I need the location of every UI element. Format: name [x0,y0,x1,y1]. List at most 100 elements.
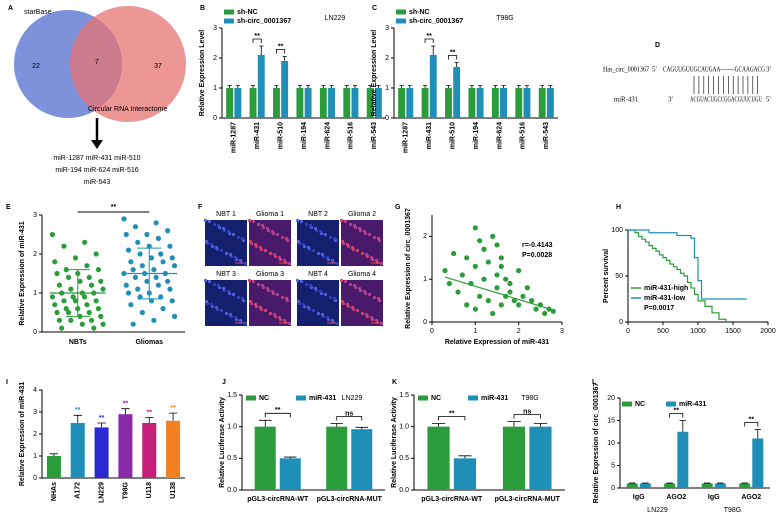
panel-letter: L [592,379,597,386]
legend-label: miR-431 [309,395,336,402]
data-point [61,298,67,304]
image-texture [221,286,226,291]
data-point [459,272,465,278]
image-texture [362,229,367,234]
data-point [498,302,504,308]
sequence-text: Has_circ_0001367 [603,66,649,74]
significance-bracket [744,422,759,427]
image-texture [308,283,313,288]
result-line: miR-543 [84,179,111,186]
y-tick-label: 2 [385,55,389,62]
subtitle: T98G [496,15,514,22]
image-texture [204,299,209,304]
data-point [82,239,88,245]
sequence-text: 3' [766,66,771,74]
error-bar [399,85,404,88]
data-point [155,235,162,241]
image-texture [265,286,270,291]
y-tick-label: 50 [615,273,623,280]
error-bar [330,423,343,427]
subtitle: LN229 [342,395,363,402]
image-texture [270,289,275,294]
y-tick-label: 1 [423,276,427,283]
data-point [125,290,132,296]
bar [234,88,242,118]
data-point [146,243,152,249]
image-texture [258,245,263,250]
image-texture [313,226,318,231]
category-label: pGL3-circRNA-WT [247,496,309,503]
panel-letter: J [222,379,226,386]
data-point [165,278,171,284]
x-tick-label: 2 [517,328,521,335]
data-point [455,289,461,295]
error-bar [227,85,232,88]
data-point [100,321,106,327]
bar [529,426,552,490]
error-bar [73,414,82,423]
data-point [144,231,150,238]
error-bar [168,412,178,421]
error-bar [469,85,474,88]
bar [546,88,554,118]
survival-curve [628,229,727,322]
image-texture [238,258,243,263]
image-texture [295,278,300,283]
significance: ** [275,407,281,414]
error-bar [754,429,762,439]
bar [523,88,531,118]
data-point [98,313,104,319]
bar [351,429,373,490]
data-point [507,280,513,287]
error-bar [284,456,297,459]
data-point [498,255,504,261]
panel-letter: F [198,204,203,211]
data-point [529,298,535,304]
data-point [137,251,143,257]
panel-letter: A [8,5,13,12]
bar [46,456,61,478]
data-point [137,294,143,300]
image-texture [282,258,287,263]
y-axis-label: Relative Luciferase Activity [391,397,398,488]
image-texture [203,218,208,223]
panel-letter: D [655,42,660,49]
image-texture [203,278,208,283]
error-bar [258,419,272,427]
image-texture [332,296,337,301]
image-texture [284,296,289,301]
image-texture [340,299,345,304]
y-tick-label: 1 [213,85,217,92]
bar [500,88,507,118]
bar [94,427,109,478]
legend-label: miR-431-high [644,285,688,292]
sequence-text: 5' [766,96,771,104]
bar [429,55,437,118]
bar [538,88,546,118]
data-point [542,310,548,317]
image-texture [299,219,304,224]
y-tick-label: 15 [607,417,615,424]
data-point [65,274,72,280]
category-label: pGL3-circRNA-WT [421,496,483,503]
y-tick-label: 5 [611,462,615,469]
image-texture [251,279,256,284]
group-label: T98G [724,507,742,514]
data-point [158,251,164,257]
image-texture [212,222,217,227]
panel-letter: G [395,204,401,211]
bar [453,67,461,118]
data-point [86,309,92,316]
image-texture [339,218,344,223]
error-bar [297,85,302,88]
significance: ** [147,409,153,416]
bar [752,438,764,488]
image-texture [253,302,258,307]
significance: ** [449,410,455,417]
significance-bracket [336,416,363,421]
y-tick-label: 0 [619,319,623,326]
significance: ** [450,49,456,56]
significance-bracket [252,38,262,43]
data-point [160,259,166,265]
image-texture [212,282,217,287]
